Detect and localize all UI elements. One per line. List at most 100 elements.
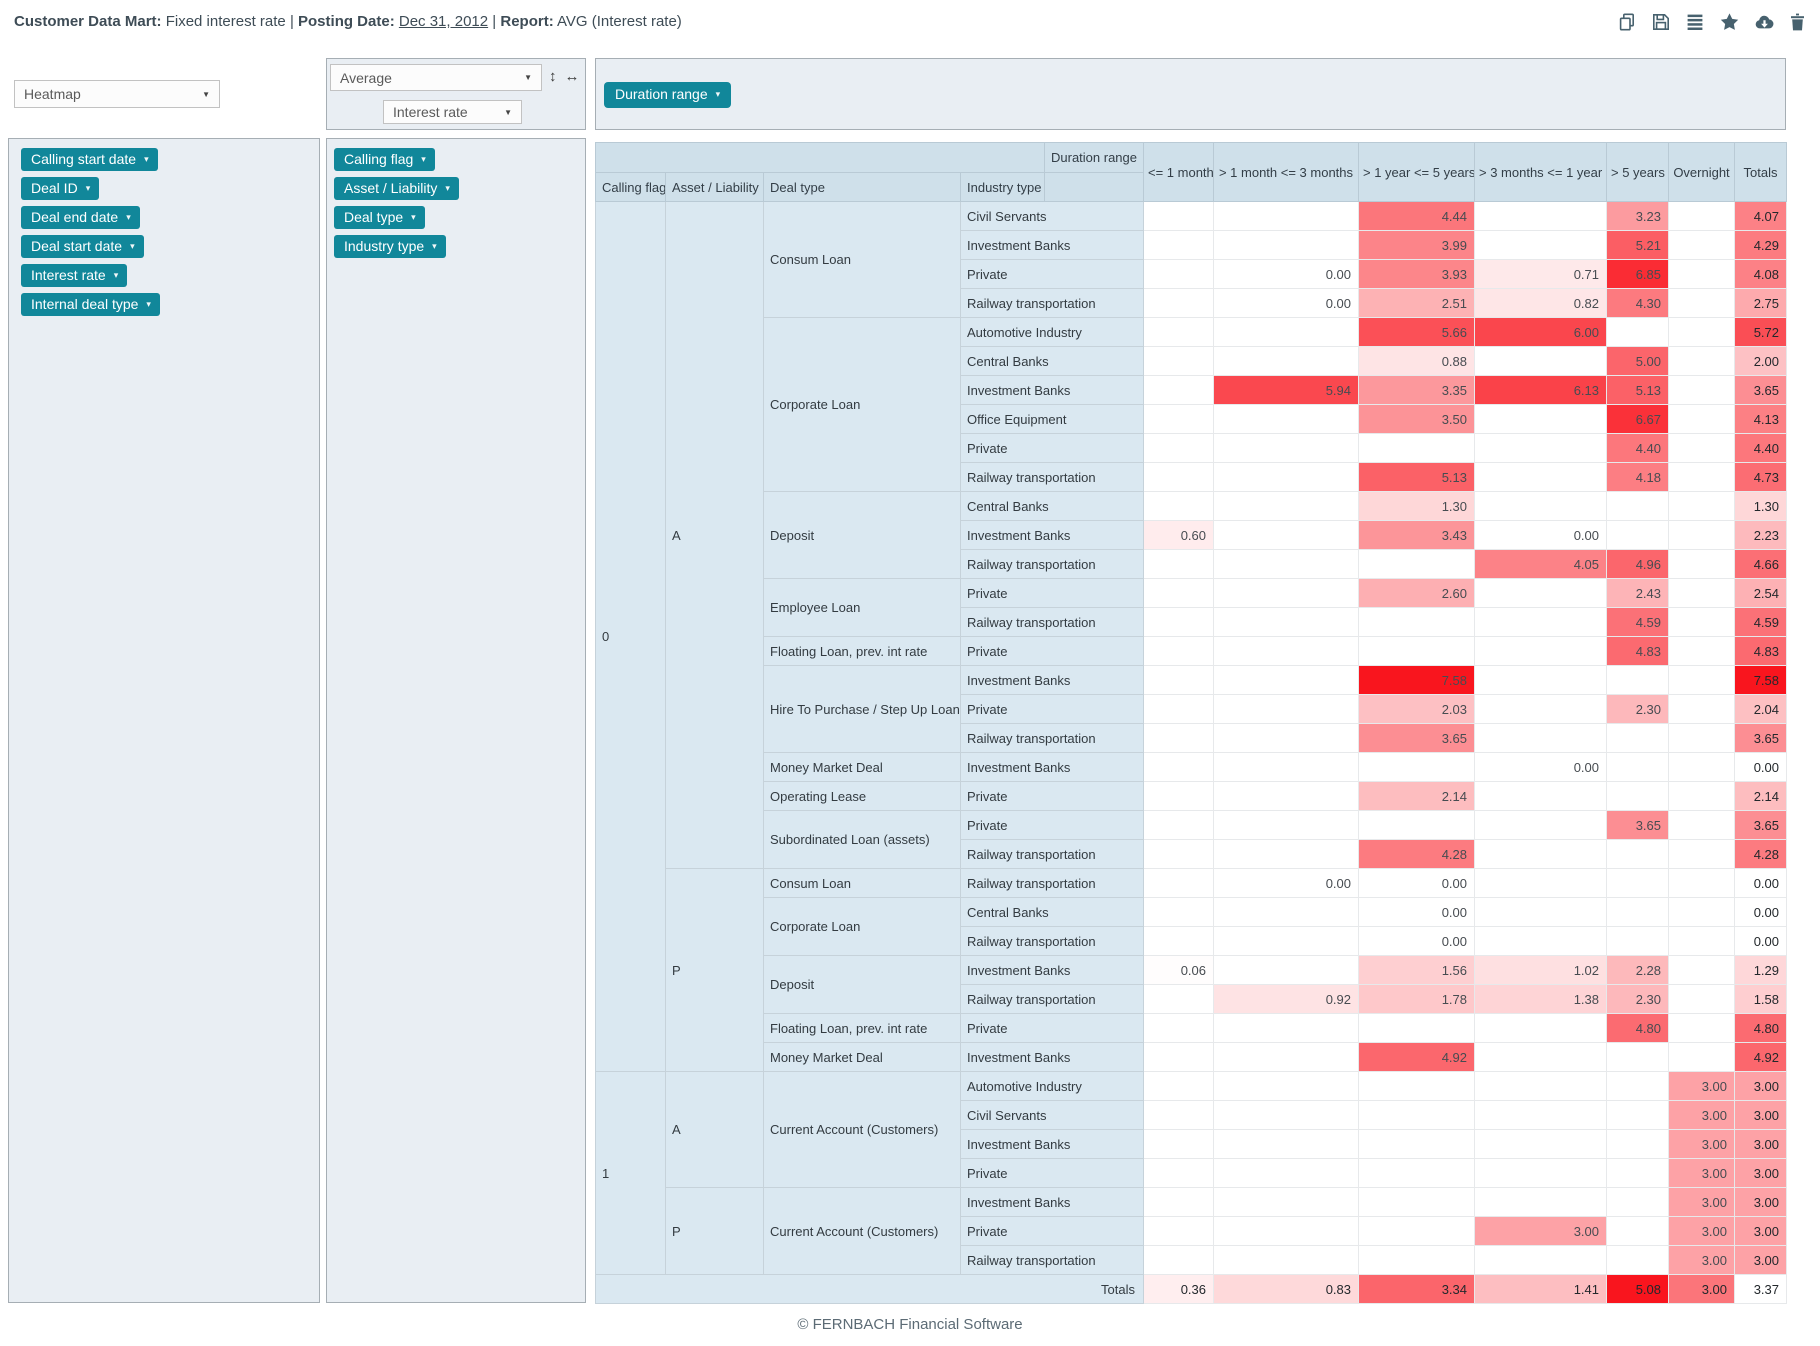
heat-cell: 3.00	[1734, 1129, 1787, 1159]
heat-cell	[1358, 607, 1475, 637]
heat-cell	[1143, 1129, 1214, 1159]
pivot-field-chip-industry-type[interactable]: Industry type ▾	[334, 235, 446, 258]
totals-heat-cell: 5.08	[1606, 1274, 1669, 1304]
chevron-down-icon: ▾	[130, 241, 135, 251]
list-view-icon[interactable]	[1685, 12, 1705, 32]
industry-type-cell: Private	[960, 1158, 1144, 1188]
heat-cell	[1143, 317, 1214, 347]
pivot-field-chip-deal-type[interactable]: Deal type ▾	[334, 206, 425, 229]
heat-cell	[1474, 665, 1607, 695]
totals-row-label: Totals	[595, 1274, 1144, 1304]
chevron-down-icon: ▼	[524, 73, 532, 82]
heat-cell	[1143, 288, 1214, 318]
field-chip-deal-start-date[interactable]: Deal start date ▾	[21, 235, 144, 258]
heat-cell: 3.00	[1734, 1100, 1787, 1130]
heat-cell	[1668, 839, 1735, 869]
resize-horizontal-icon[interactable]: ↔	[564, 68, 580, 85]
heat-cell: 2.43	[1606, 578, 1669, 608]
heat-cell	[1143, 1013, 1214, 1043]
heat-cell	[1474, 810, 1607, 840]
heat-cell: 2.14	[1734, 781, 1787, 811]
heat-cell	[1474, 404, 1607, 434]
heat-cell: 4.29	[1734, 230, 1787, 260]
industry-type-cell: Private	[960, 694, 1144, 724]
heat-cell	[1474, 433, 1607, 463]
posting-date-link[interactable]: Dec 31, 2012	[398, 13, 489, 30]
field-chip-deal-id[interactable]: Deal ID ▾	[21, 177, 100, 200]
industry-type-cell: Private	[960, 433, 1144, 463]
pivot-field-chip-asset-liability[interactable]: Asset / Liability ▾	[334, 177, 459, 200]
field-chip-deal-end-date[interactable]: Deal end date ▾	[21, 206, 140, 229]
heat-cell: 2.60	[1358, 578, 1475, 608]
field-chip-calling-start-date[interactable]: Calling start date ▾	[21, 148, 158, 171]
heat-cell: 0.82	[1474, 288, 1607, 318]
industry-type-cell: Investment Banks	[960, 752, 1144, 782]
heat-cell	[1213, 1013, 1359, 1043]
resize-vertical-icon[interactable]: ↕	[549, 68, 557, 85]
heat-cell	[1474, 346, 1607, 376]
heat-cell	[1143, 578, 1214, 608]
save-icon[interactable]	[1651, 12, 1671, 32]
heat-cell	[1668, 1013, 1735, 1043]
pivot-field-chip-calling-flag[interactable]: Calling flag ▾	[334, 148, 435, 171]
industry-type-cell: Central Banks	[960, 346, 1144, 376]
heat-cell	[1668, 404, 1735, 434]
heat-cell: 7.58	[1358, 665, 1475, 695]
heat-cell: 3.65	[1358, 723, 1475, 753]
report-label: Report:	[500, 13, 554, 30]
footer-copyright: © FERNBACH Financial Software	[797, 1316, 1023, 1333]
heat-cell	[1668, 781, 1735, 811]
heat-cell: 6.13	[1474, 375, 1607, 405]
heat-cell	[1143, 346, 1214, 376]
industry-type-cell: Railway transportation	[960, 288, 1144, 318]
industry-type-cell: Railway transportation	[960, 1245, 1144, 1275]
heat-cell	[1606, 491, 1669, 521]
heat-cell	[1668, 578, 1735, 608]
heat-cell	[1668, 868, 1735, 898]
favorite-icon[interactable]	[1719, 12, 1740, 32]
aggregation-select[interactable]: Average ▼	[330, 64, 542, 91]
view-type-select[interactable]: Heatmap ▼	[14, 80, 220, 108]
industry-type-cell: Private	[960, 578, 1144, 608]
heat-cell: 3.43	[1358, 520, 1475, 550]
heat-cell	[1358, 752, 1475, 782]
chevron-down-icon: ▼	[504, 107, 512, 117]
heat-cell	[1668, 694, 1735, 724]
heat-cell: 4.40	[1734, 433, 1787, 463]
heat-cell: 1.29	[1734, 955, 1787, 985]
chevron-down-icon: ▾	[85, 183, 91, 193]
industry-type-cell: Private	[960, 1013, 1144, 1043]
industry-type-cell: Investment Banks	[960, 375, 1144, 405]
heat-cell: 4.92	[1358, 1042, 1475, 1072]
heat-cell: 0.00	[1213, 259, 1359, 289]
table-row: Deposit Investment Banks 0.06 1.56 1.02 2.28 1…	[596, 955, 1787, 1014]
heat-cell: 0.88	[1358, 346, 1475, 376]
heat-cell: 6.00	[1474, 317, 1607, 347]
heat-cell	[1474, 462, 1607, 492]
heat-cell: 4.83	[1606, 636, 1669, 666]
heat-cell: 0.00	[1213, 868, 1359, 898]
table-row: Central Banks 0.88 5.00 2.00	[596, 346, 1787, 376]
field-chip-internal-deal-type[interactable]: Internal deal type ▾	[21, 293, 160, 316]
chip-label: Internal deal type	[31, 296, 139, 312]
heat-cell	[1213, 1158, 1359, 1188]
view-type-value: Heatmap	[24, 86, 81, 102]
heat-cell: 2.04	[1734, 694, 1787, 724]
copy-icon[interactable]	[1617, 12, 1637, 32]
heat-cell: 3.00	[1668, 1158, 1735, 1188]
totals-heat-cell: 3.00	[1668, 1274, 1735, 1304]
heat-cell: 3.00	[1668, 1187, 1735, 1217]
title-bar: Customer Data Mart: Fixed interest rate …	[0, 0, 1820, 46]
heat-cell: 3.00	[1734, 1245, 1787, 1275]
measure-select[interactable]: Interest rate ▼	[383, 100, 522, 124]
totals-heat-cell: 0.83	[1213, 1274, 1359, 1304]
heat-cell: 2.00	[1734, 346, 1787, 376]
field-chip-interest-rate[interactable]: Interest rate ▾	[21, 264, 128, 287]
download-icon[interactable]	[1754, 12, 1775, 32]
heat-cell: 4.40	[1606, 433, 1669, 463]
delete-icon[interactable]	[1789, 12, 1806, 32]
heat-cell	[1606, 752, 1669, 782]
column-field-chip-duration-range[interactable]: Duration range ▾	[604, 82, 732, 108]
heat-cell	[1474, 839, 1607, 869]
posting-date-label: Posting Date:	[298, 13, 395, 30]
